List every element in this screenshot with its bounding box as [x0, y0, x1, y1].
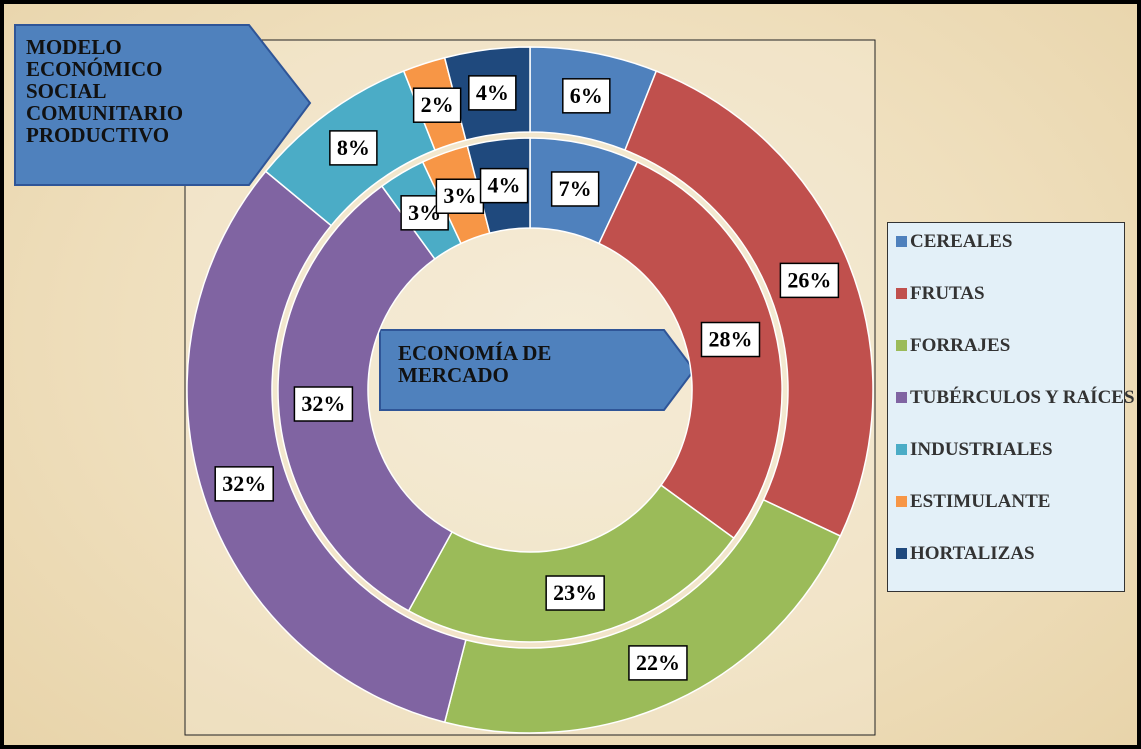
- value-label-box: [779, 262, 840, 299]
- value-label: 28%: [708, 327, 752, 352]
- value-label: 3%: [408, 200, 441, 225]
- donut-slice: [624, 70, 874, 538]
- value-label-group: 3%: [435, 178, 485, 214]
- value-label-group: 6%: [562, 78, 611, 114]
- legend-swatch: [896, 392, 907, 403]
- value-label: 4%: [488, 173, 521, 198]
- value-label-box: [293, 386, 354, 422]
- donut-slice: [277, 185, 453, 612]
- value-label: 7%: [559, 176, 592, 201]
- value-label-box: [545, 575, 605, 611]
- value-label-box: [412, 87, 462, 123]
- series-name: MODELO ECONÓMICO SOCIAL COMUNITARIO PROD…: [26, 35, 184, 147]
- value-label: 8%: [337, 135, 370, 160]
- legend-label: FORRAJES: [910, 335, 1011, 356]
- value-label-group: 4%: [468, 75, 517, 111]
- legend-label: ESTIMULANTE: [910, 491, 1051, 512]
- value-label: 26%: [787, 267, 831, 292]
- value-label: 3%: [443, 183, 476, 208]
- legend-label: HORTALIZAS: [910, 543, 1035, 564]
- value-label-box: [550, 171, 600, 207]
- legend-label: CEREALES: [910, 231, 1013, 252]
- legend-item: INDUSTRIALES: [896, 439, 1135, 460]
- value-label-group: 22%: [628, 645, 688, 681]
- value-label-group: 26%: [779, 262, 840, 299]
- series-name: ECONOMÍA DE MERCADO: [398, 341, 552, 387]
- value-label: 4%: [476, 80, 509, 105]
- value-label-box: [468, 75, 517, 111]
- legend-swatch: [896, 496, 907, 507]
- legend-label: TUBÉRCULOS Y RAÍCES: [910, 387, 1135, 408]
- value-label-group: 7%: [550, 171, 600, 207]
- legend-swatch: [896, 236, 907, 247]
- value-label: 32%: [222, 471, 266, 496]
- donut-slice: [597, 160, 783, 540]
- legend-item: FRUTAS: [896, 283, 1135, 304]
- chart: 6% 26% 22% 32% 8% 2% 4% 7% 28% 23% 32% 3%3% 4%: [14, 24, 876, 736]
- value-label-box: [628, 645, 688, 681]
- callout-arrow: [379, 329, 696, 411]
- legend-label: INDUSTRIALES: [910, 439, 1053, 460]
- legend-item: HORTALIZAS: [896, 543, 1135, 564]
- value-label-box: [214, 466, 274, 502]
- value-label-group: 28%: [700, 321, 761, 358]
- value-label: 22%: [636, 650, 680, 675]
- legend-swatch: [896, 444, 907, 455]
- value-label-box: [700, 321, 761, 358]
- value-label-group: 23%: [545, 575, 605, 611]
- legend-swatch: [896, 548, 907, 559]
- value-label-group: 32%: [293, 386, 354, 422]
- value-label-box: [435, 178, 485, 214]
- value-label-box: [562, 78, 611, 114]
- donut-slice: [407, 484, 735, 643]
- value-label: 32%: [301, 391, 345, 416]
- donut-slice: [186, 170, 467, 724]
- value-label-group: 8%: [329, 130, 378, 166]
- legend-label: FRUTAS: [910, 283, 985, 304]
- value-label-group: 4%: [479, 167, 529, 204]
- value-label-box: [329, 130, 378, 166]
- legend-item: ESTIMULANTE: [896, 491, 1135, 512]
- legend: CEREALES FRUTAS FORRAJES TUBÉRCULOS Y RAÍCE…: [887, 222, 1135, 592]
- value-label-box: [479, 167, 529, 204]
- callout-arrow: [14, 24, 312, 186]
- value-label-group: 32%: [214, 466, 274, 502]
- value-label: 6%: [570, 83, 603, 108]
- value-label: 23%: [553, 580, 597, 605]
- legend-item: CEREALES: [896, 231, 1135, 252]
- legend-swatch: [896, 288, 907, 299]
- value-label-group: 2%: [412, 87, 462, 123]
- legend-item: TUBÉRCULOS Y RAÍCES: [896, 387, 1135, 408]
- value-label: 2%: [421, 92, 454, 117]
- legend-item: FORRAJES: [896, 335, 1135, 356]
- legend-swatch: [896, 340, 907, 351]
